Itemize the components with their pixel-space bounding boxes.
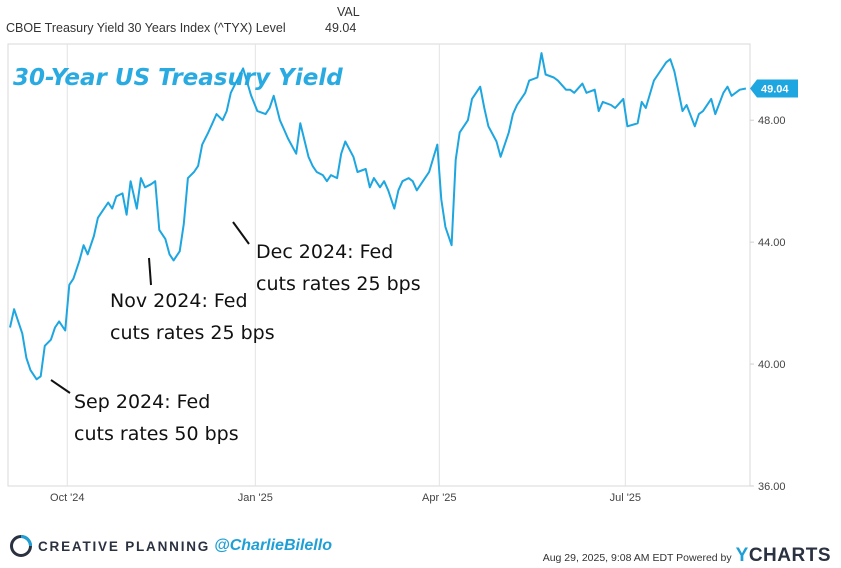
annotation-line2: cuts rates 25 bps [256,273,421,295]
y-tick-label: 48.00 [758,115,786,127]
x-tick-label: Apr '25 [422,492,457,504]
annotation-line2: cuts rates 25 bps [110,322,275,344]
x-tick-label: Jul '25 [610,492,641,504]
series-line [9,52,747,381]
annotation-pointer [232,221,250,245]
annotation-pointer [148,257,152,286]
plot-frame [7,43,751,487]
x-tick-label: Oct '24 [50,492,85,504]
annotation-line1: Nov 2024: Fed [110,290,248,312]
footer-attribution: Aug 29, 2025, 9:08 AM EDT Powered by YCH… [543,545,831,567]
last-value-badge [750,79,798,98]
y-tick-label: 44.00 [758,237,786,249]
annotation-line1: Dec 2024: Fed [256,241,393,263]
ycharts-logo: YCHARTS [736,545,831,567]
creative-planning-logo-icon [10,535,32,557]
footer-brand: CREATIVE PLANNING @CharlieBilello [10,535,332,557]
timestamp: Aug 29, 2025, 9:08 AM EDT Powered by [542,552,732,564]
last-value-label: 49.04 [761,84,789,96]
y-tick-label: 40.00 [758,359,786,371]
x-tick-label: Jan '25 [238,492,273,504]
author-handle: @CharlieBilello [214,537,332,554]
y-tick-label: 36.00 [758,481,786,493]
legend-value: 49.04 [325,21,357,35]
annotation-pointer [50,379,71,394]
annotation-line1: Sep 2024: Fed [74,391,210,413]
ycharts-logo-text: CHARTS [748,545,831,566]
chart-container: Oct '24 Jan '25 Apr '25 Jul '25 36.00 40.00 44… [7,43,798,504]
annotation-line2: cuts rates 50 bps [74,423,239,445]
ycharts-logo-y: Y [735,545,749,566]
brand-name: CREATIVE PLANNING [38,538,211,554]
legend-value-header: VAL [337,5,360,19]
legend-series-name: CBOE Treasury Yield 30 Years Index (^TYX… [6,21,286,35]
chart-svg: Oct '24 Jan '25 Apr '25 Jul '25 36.00 40.00 44… [7,43,798,504]
chart-title: 30-Year US Treasury Yield [13,65,343,91]
